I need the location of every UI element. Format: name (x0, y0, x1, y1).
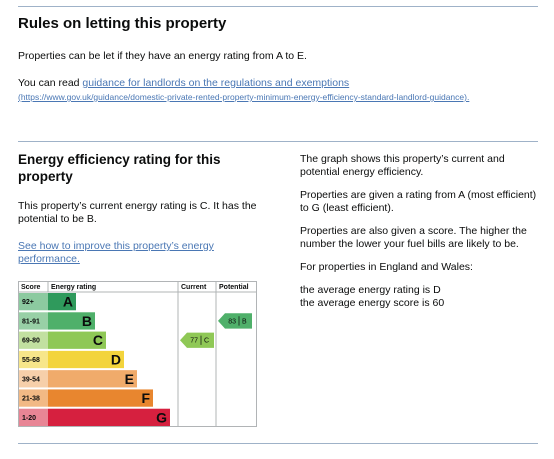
band-bar (48, 408, 170, 426)
score-cell (19, 312, 48, 330)
link[interactable]: guidance for landlords on the regulation… (82, 77, 350, 89)
band-score: 55-68 (22, 357, 40, 364)
band-letter: A (63, 294, 73, 310)
band-letter: D (111, 352, 121, 368)
paragraph: This property’s current energy rating is… (18, 200, 257, 225)
band-letter: F (141, 390, 150, 406)
band-bar (48, 350, 124, 369)
band-letter: B (82, 313, 92, 329)
band-score: 39-54 (22, 376, 40, 383)
header: Energy rating (51, 284, 96, 291)
section-title: Rules on letting this property (18, 15, 227, 32)
band-score: 81-91 (22, 318, 40, 325)
band-bar (48, 331, 106, 349)
link[interactable]: See how to improve this property’s energ… (18, 240, 214, 265)
band-bar (48, 293, 76, 311)
divider (18, 141, 538, 142)
band-score: 69-80 (22, 338, 40, 345)
band-bar (48, 370, 137, 388)
band-letter: E (125, 371, 134, 387)
band-letter: C (93, 332, 103, 348)
current-rating: C (204, 338, 209, 345)
note: For properties in England and Wales: (300, 261, 473, 273)
paragraph: Properties can be let if they have an en… (18, 50, 307, 62)
divider (18, 6, 538, 7)
score-cell (19, 408, 48, 426)
text: You can read (18, 77, 83, 89)
header: Potential (219, 284, 249, 291)
band-bar (48, 389, 153, 407)
paragraph: You can read guidance for landlords on t… (18, 77, 538, 90)
score-cell (19, 389, 48, 407)
score-cell (19, 370, 48, 388)
note: The graph shows this property’s current … (300, 153, 505, 178)
potential-arrow (218, 313, 252, 329)
average: the average energy rating is D (300, 284, 441, 296)
potential-score: 83 (228, 318, 236, 325)
paragraph: See how to improve this property’s energ… (18, 240, 243, 266)
note: Properties are given a rating from A (mo… (300, 189, 537, 214)
band-score: 21-38 (22, 396, 40, 403)
current-arrow (180, 332, 214, 348)
url: (https://www.gov.uk/guidance/domestic-pr… (18, 91, 508, 103)
link[interactable]: (https://www.gov.uk/guidance/domestic-pr… (18, 92, 470, 102)
header: Current (181, 284, 207, 291)
band-score: 92+ (22, 299, 34, 306)
notes: The graph shows this property’s current … (300, 153, 542, 310)
potential-rating: B (242, 318, 247, 325)
score-cell (19, 350, 48, 369)
score-cell (19, 293, 48, 311)
rating-graph: Score Energy rating Current Potential 92+ A 81… (18, 281, 257, 427)
average: the average energy score is 60 (300, 297, 445, 309)
note: Properties are also given a score. The h… (300, 225, 527, 250)
divider (18, 443, 538, 444)
section-title: Energy efficiency rating for this proper… (18, 152, 221, 184)
score-cell (19, 331, 48, 349)
band-score: 1-20 (22, 415, 36, 422)
band-letter: G (156, 409, 167, 425)
header: Score (21, 284, 41, 291)
band-bar (48, 312, 95, 330)
current-score: 77 (190, 338, 198, 345)
